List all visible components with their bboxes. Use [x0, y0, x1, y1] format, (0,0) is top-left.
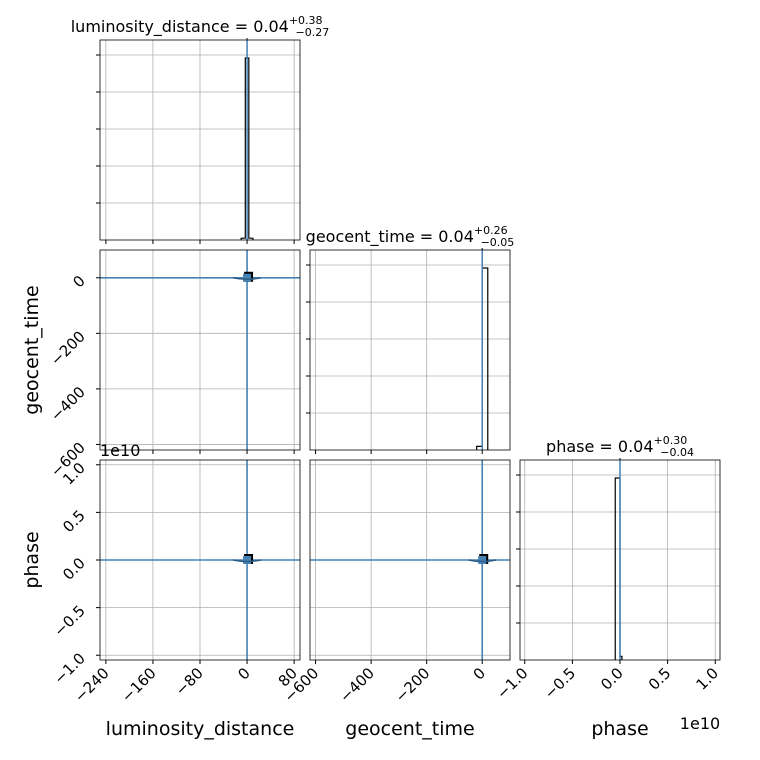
y-tick-label: 0 — [69, 272, 88, 291]
truth-marker — [478, 556, 487, 564]
hist-panel-phase: phase = 0.04+0.30 −0.04 — [516, 434, 721, 664]
y-tick-label: 0.0 — [59, 554, 89, 584]
density-contour — [468, 559, 497, 563]
x-tick-label: −1.0 — [493, 664, 531, 702]
title-eq: = — [415, 227, 439, 246]
hist-panel-luminosity_distance: luminosity_distance = 0.04+0.38 −0.27 — [71, 14, 330, 244]
y-tick-label: −400 — [47, 383, 89, 425]
x-axis-label-luminosity_distance: luminosity_distance — [106, 718, 295, 740]
x-tick-label: −80 — [172, 664, 207, 699]
x-tick-label: 0.0 — [597, 664, 627, 694]
title-median: 0.04 — [438, 227, 474, 246]
x-tick-label: −160 — [118, 664, 160, 706]
x-tick-label: −400 — [336, 664, 378, 706]
x-tick-label: −200 — [392, 664, 434, 706]
y-tick-label: −200 — [47, 327, 89, 369]
title-name: phase — [546, 437, 594, 456]
panel-frame — [309, 249, 511, 451]
scatter-panel-geocent_time-phase — [309, 459, 511, 664]
title-name: geocent_time — [306, 227, 415, 247]
scatter-panel-luminosity_distance-phase — [96, 459, 301, 664]
scatter-panel-luminosity_distance-geocent_time — [96, 249, 301, 454]
panel-title-phase: phase = 0.04+0.30 −0.04 — [546, 434, 694, 459]
panel-title-geocent_time: geocent_time = 0.04+0.26 −0.05 — [306, 224, 515, 249]
x-tick-label: 0 — [470, 664, 489, 683]
density-contour — [232, 559, 262, 563]
title-minus: −0.27 — [296, 26, 330, 39]
truth-marker — [243, 273, 252, 282]
x-tick-label: 0 — [234, 664, 253, 683]
x-tick-label: −0.5 — [541, 664, 579, 702]
y-axis-label-phase: phase — [21, 531, 43, 588]
title-plus: +0.38 — [289, 14, 323, 27]
x-axis-label-geocent_time: geocent_time — [345, 718, 474, 740]
y-tick-label: −0.5 — [50, 602, 88, 640]
panel-title-luminosity_distance: luminosity_distance = 0.04+0.38 −0.27 — [71, 14, 330, 39]
title-minus: −0.05 — [481, 236, 515, 249]
density-contour — [232, 277, 262, 281]
title-eq: = — [594, 437, 618, 456]
y-offset-text: 1e10 — [100, 441, 140, 460]
title-eq: = — [230, 17, 254, 36]
hist-panel-geocent_time: geocent_time = 0.04+0.26 −0.05 — [306, 224, 515, 454]
title-name: luminosity_distance — [71, 17, 230, 37]
x-tick-label: 0.5 — [645, 664, 675, 694]
title-plus: +0.26 — [474, 224, 508, 237]
x-tick-label: 1.0 — [692, 664, 722, 694]
y-tick-label: 0.5 — [59, 506, 89, 536]
title-minus: −0.04 — [660, 446, 694, 459]
y-axis-label-geocent_time: geocent_time — [21, 285, 43, 414]
title-plus: +0.30 — [654, 434, 688, 447]
truth-marker — [243, 556, 252, 564]
x-axis-label-phase: phase — [591, 718, 648, 740]
panel-frame — [309, 459, 511, 661]
hist-bars-phase — [614, 477, 623, 660]
title-median: 0.04 — [253, 17, 289, 36]
title-median: 0.04 — [618, 437, 654, 456]
x-offset-text: 1e10 — [680, 714, 720, 733]
